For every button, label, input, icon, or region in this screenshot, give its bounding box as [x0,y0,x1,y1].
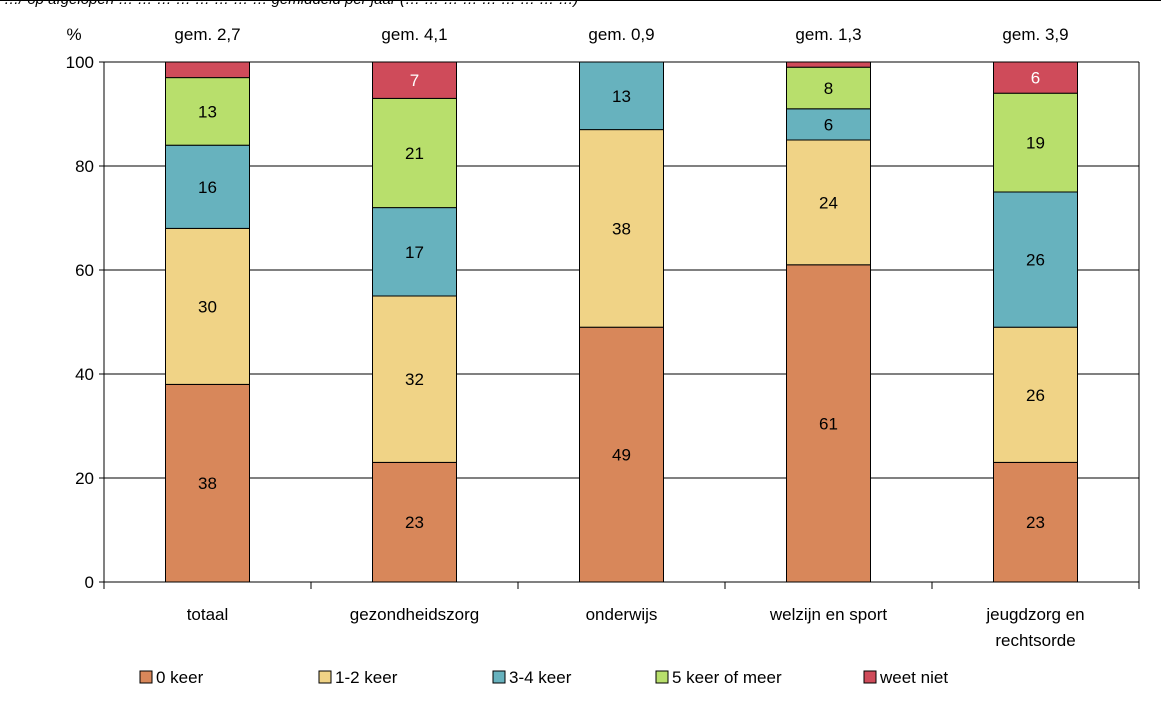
bar-segment [993,461,1078,583]
legend-item: weet niet [863,668,948,687]
data-label: 26 [1026,386,1045,405]
labels: 38 30 16 13 gem. 2,7 totaal 23 32 17 21 7 gem. 4,1 g… [174,25,1084,650]
legend-swatch [655,670,669,684]
category-label: rechtsorde [995,631,1075,650]
mean-label: gem. 1,3 [795,25,861,44]
data-label: 23 [405,513,424,532]
category-label: jeugdzorg en [985,605,1084,624]
bar-segment [372,61,457,99]
data-label: 38 [612,219,631,238]
mean-label: gem. 4,1 [381,25,447,44]
y-axis-label: % [66,25,81,44]
category-label: welzijn en sport [769,605,887,624]
bar-segment [165,77,250,146]
category-label: onderwijs [586,605,658,624]
data-label: 24 [819,193,838,212]
data-label: 61 [819,414,838,433]
y-tick-label: 100 [66,53,94,72]
bar-segment [786,139,871,266]
bar-segment [372,207,457,297]
bar-segment [372,461,457,583]
legend: 0 keer 1-2 keer 3-4 keer 5 keer of meer weet… [139,668,948,687]
bars [165,61,1078,583]
bar-segment [372,295,457,463]
bar-segment [165,61,250,79]
mean-label: gem. 2,7 [174,25,240,44]
data-label: 23 [1026,513,1045,532]
data-label: 13 [612,87,631,106]
data-label: 17 [405,243,424,262]
data-label: 21 [405,144,424,163]
bar-segment [993,61,1078,94]
bar-segment [786,61,871,68]
y-tick-label: 80 [75,157,94,176]
data-label: 16 [198,178,217,197]
data-label: 26 [1026,251,1045,270]
legend-item: 3-4 keer [492,668,572,687]
bar-segment [165,383,250,583]
legend-label: 0 keer [156,668,204,687]
legend-item: 5 keer of meer [655,668,782,687]
legend-item: 0 keer [139,668,204,687]
legend-label: weet niet [879,668,948,687]
data-label: 6 [824,115,833,134]
legend-swatch [492,670,506,684]
bar-segment [165,144,250,229]
legend-item: 1-2 keer [318,668,398,687]
data-label: 7 [410,71,419,90]
data-label: 49 [612,446,631,465]
legend-swatch [139,670,153,684]
data-label: 32 [405,370,424,389]
legend-swatch [318,670,332,684]
legend-label: 5 keer of meer [672,668,782,687]
category-label: gezondheidszorg [350,605,479,624]
data-label: 30 [198,297,217,316]
bar-segment [579,326,664,583]
legend-label: 1-2 keer [335,668,398,687]
bar-segment [993,326,1078,463]
y-tick-label: 20 [75,469,94,488]
chart-title: …/ op afgelopen … … … … … … … … gemiddel… [4,0,578,8]
bar-segment [786,264,871,583]
top-rule [0,0,1161,1]
data-label: 6 [1031,69,1040,88]
mean-label: gem. 0,9 [588,25,654,44]
data-label: 8 [824,79,833,98]
data-label: 19 [1026,134,1045,153]
axes: 0 20 40 60 80 100% [66,25,1140,592]
legend-swatch [863,670,877,684]
legend-label: 3-4 keer [509,668,572,687]
y-tick-label: 40 [75,365,94,384]
data-label: 13 [198,102,217,121]
bar-segment [579,61,664,131]
mean-label: gem. 3,9 [1002,25,1068,44]
y-tick-label: 60 [75,261,94,280]
bar-segment [372,97,457,209]
data-label: 38 [198,474,217,493]
category-label: totaal [187,605,229,624]
y-tick-label: 0 [85,573,94,592]
bar-segment [579,129,664,328]
